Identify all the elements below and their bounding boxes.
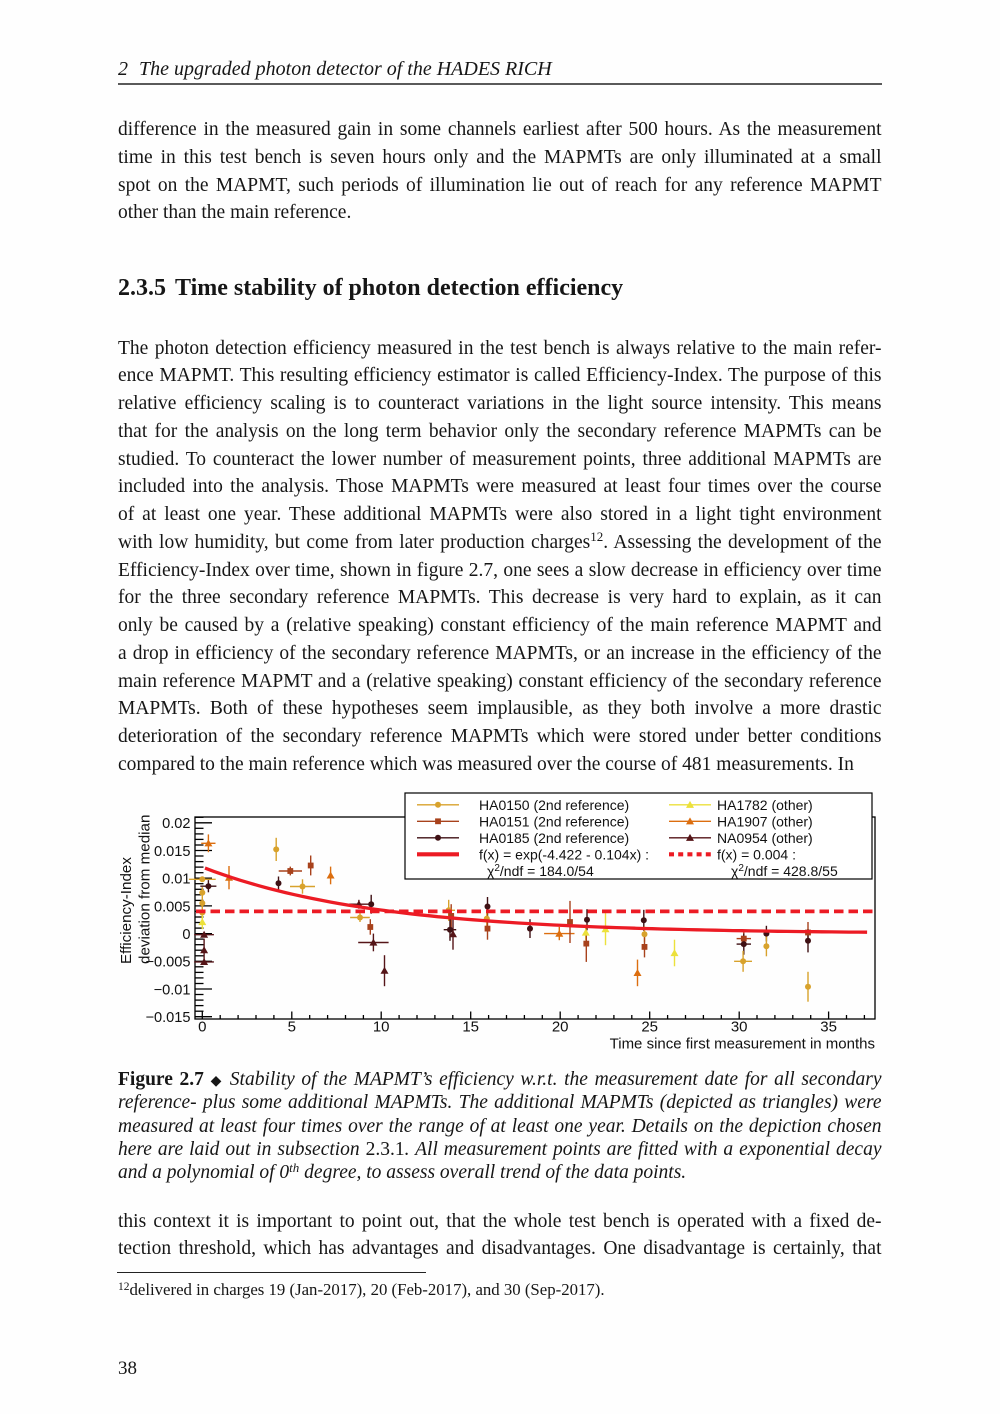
svg-text:0: 0 (198, 1019, 206, 1036)
svg-text:0: 0 (182, 927, 190, 943)
svg-text:χ2/ndf = 428.8/55: χ2/ndf = 428.8/55 (731, 862, 838, 879)
svg-text:0.02: 0.02 (162, 816, 190, 832)
svg-text:30: 30 (731, 1019, 748, 1036)
svg-text:HA0150 (2nd reference): HA0150 (2nd reference) (479, 797, 629, 813)
svg-text:NA0954 (other): NA0954 (other) (717, 830, 813, 846)
svg-text:Time since first measurement i: Time since first measurement in months (610, 1036, 875, 1053)
svg-text:10: 10 (373, 1019, 390, 1036)
svg-text:−0.005: −0.005 (145, 955, 190, 971)
svg-text:5: 5 (288, 1019, 296, 1036)
svg-text:25: 25 (641, 1019, 658, 1036)
svg-text:−0.015: −0.015 (145, 1010, 190, 1026)
svg-text:f(x) = 0.004 :: f(x) = 0.004 : (717, 846, 796, 862)
svg-text:0.01: 0.01 (162, 872, 190, 888)
svg-text:Efficiency-Index: Efficiency-Index (118, 857, 135, 964)
svg-text:f(x) = exp(-4.422 - 0.104x) :: f(x) = exp(-4.422 - 0.104x) : (479, 846, 649, 862)
svg-text:HA1907 (other): HA1907 (other) (717, 813, 813, 829)
svg-text:20: 20 (552, 1019, 569, 1036)
svg-text:HA0185 (2nd reference): HA0185 (2nd reference) (479, 830, 629, 846)
svg-text:15: 15 (462, 1019, 479, 1036)
svg-text:χ2/ndf = 184.0/54: χ2/ndf = 184.0/54 (487, 862, 594, 879)
svg-text:0.015: 0.015 (154, 844, 191, 860)
svg-text:HA1782 (other): HA1782 (other) (717, 797, 813, 813)
svg-text:HA0151 (2nd reference): HA0151 (2nd reference) (479, 813, 629, 829)
svg-text:35: 35 (820, 1019, 837, 1036)
svg-text:0.005: 0.005 (154, 899, 191, 915)
svg-text:deviation from median: deviation from median (137, 815, 154, 964)
svg-text:−0.01: −0.01 (154, 982, 191, 998)
